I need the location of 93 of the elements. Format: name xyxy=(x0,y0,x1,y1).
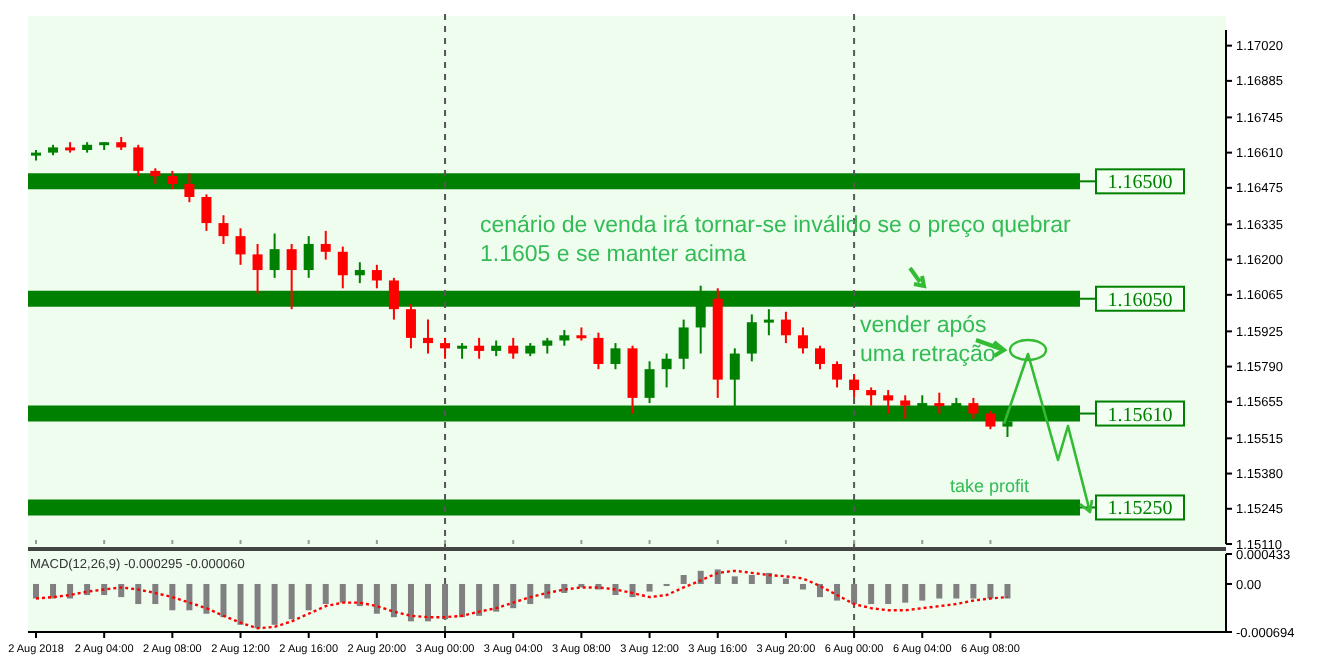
line-series xyxy=(34,569,1009,630)
bar xyxy=(834,583,841,601)
bar xyxy=(646,583,653,592)
ref-line-label: 1.16050 xyxy=(1107,289,1173,312)
bar xyxy=(919,583,926,601)
candlestick xyxy=(661,352,672,389)
bar xyxy=(50,583,57,599)
bar xyxy=(902,583,909,603)
candlestick xyxy=(610,342,621,371)
candlestick xyxy=(474,336,485,360)
candlestick xyxy=(337,245,348,290)
bar xyxy=(186,583,193,611)
candlestick xyxy=(900,394,911,420)
candlestick xyxy=(235,227,246,266)
bar xyxy=(390,583,397,618)
bar xyxy=(322,583,329,605)
candlestick xyxy=(167,169,178,191)
bar xyxy=(680,574,687,584)
bar xyxy=(1004,583,1011,599)
bar xyxy=(748,574,755,584)
ref-line-label: 1.15610 xyxy=(1107,404,1173,427)
bar xyxy=(254,583,261,629)
candlestick xyxy=(780,310,791,345)
bar xyxy=(305,583,312,611)
candlestick xyxy=(797,326,808,355)
candlestick xyxy=(354,261,365,285)
candlestick xyxy=(303,235,314,279)
candlestick xyxy=(252,242,263,295)
candlestick xyxy=(184,172,195,204)
candlestick xyxy=(849,373,860,399)
candlestick xyxy=(678,318,689,371)
candlestick xyxy=(508,336,519,360)
candlestick xyxy=(133,143,144,178)
candlestick xyxy=(985,409,996,431)
bar xyxy=(510,583,517,609)
bar xyxy=(970,583,977,599)
candlestick xyxy=(388,276,399,321)
bar xyxy=(442,583,449,620)
candlestick xyxy=(423,318,433,355)
candlestick xyxy=(866,386,877,407)
bar xyxy=(152,583,159,605)
candlestick xyxy=(440,336,451,360)
candlestick xyxy=(218,214,229,245)
candlestick xyxy=(832,360,843,389)
candlestick xyxy=(371,263,382,290)
candlestick xyxy=(201,193,212,232)
candlestick xyxy=(746,313,757,363)
bar xyxy=(237,583,244,625)
bar xyxy=(987,583,994,599)
bar xyxy=(459,583,466,618)
bar xyxy=(868,583,875,605)
bar xyxy=(356,583,363,607)
bar xyxy=(339,583,346,603)
bar xyxy=(851,583,858,605)
candlestick xyxy=(883,389,894,415)
bar xyxy=(169,583,176,611)
bar xyxy=(936,583,943,599)
candlestick xyxy=(286,242,297,311)
bar xyxy=(135,583,142,605)
bar xyxy=(271,583,278,625)
bar xyxy=(476,583,483,616)
ref-line-label: 1.16500 xyxy=(1107,172,1173,195)
bar xyxy=(373,583,380,614)
candlestick xyxy=(320,229,331,261)
annotation: take profit xyxy=(950,476,1031,496)
bar xyxy=(527,583,534,605)
bar xyxy=(731,576,738,584)
candlestick xyxy=(405,302,416,350)
bar xyxy=(885,583,892,605)
bar xyxy=(629,583,636,598)
bar xyxy=(425,583,431,622)
candlestick xyxy=(269,232,280,279)
candlestick xyxy=(593,331,604,371)
bar xyxy=(493,583,500,612)
bar xyxy=(67,583,74,599)
ref-line-label: 1.15250 xyxy=(1107,498,1173,521)
bar xyxy=(953,583,960,599)
candlestick xyxy=(815,344,825,371)
candlestick xyxy=(968,396,979,420)
bar xyxy=(407,583,414,622)
candlestick xyxy=(934,391,945,415)
bar xyxy=(288,583,295,620)
bar xyxy=(33,583,39,599)
bar xyxy=(220,583,227,618)
bar xyxy=(782,578,789,584)
bar xyxy=(697,570,704,584)
bar xyxy=(544,583,551,599)
bar xyxy=(765,572,772,584)
bar xyxy=(714,569,721,584)
bar xyxy=(203,583,210,614)
annotation: vender após uma retração xyxy=(860,314,996,367)
bar xyxy=(799,583,806,590)
annotation: cenário de venda irá tornar-se inválido se o preço quebrar 1.1605 e se manter acima xyxy=(480,214,1072,267)
